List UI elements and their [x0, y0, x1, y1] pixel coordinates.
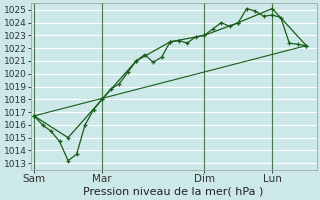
- X-axis label: Pression niveau de la mer( hPa ): Pression niveau de la mer( hPa ): [84, 187, 264, 197]
